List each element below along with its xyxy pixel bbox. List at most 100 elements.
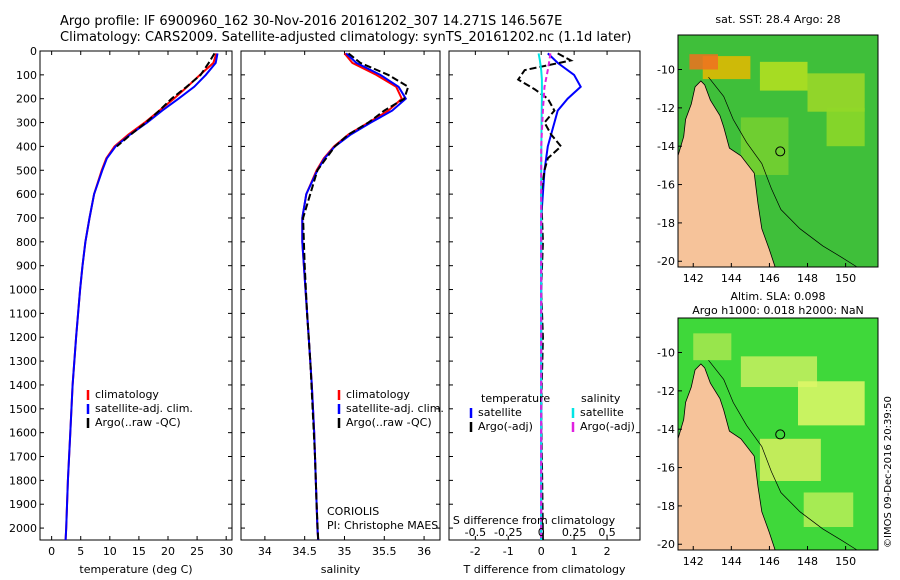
x-tick-label: 5 <box>77 545 84 558</box>
lat-tick-label: -16 <box>657 179 675 192</box>
depth-tick-label: 800 <box>16 236 37 249</box>
x-tick-label: 15 <box>132 545 146 558</box>
legend-label: Argo(-adj) <box>580 420 635 433</box>
legend-label: Argo(..raw -QC) <box>346 416 432 429</box>
series-line-salinity <box>301 52 404 541</box>
lat-tick-label: -14 <box>657 140 675 153</box>
chart-title-line2: Climatology: CARS2009. Satellite-adjuste… <box>60 30 632 45</box>
depth-tick-label: 900 <box>16 260 37 273</box>
ocean-patch <box>759 61 808 91</box>
x-axis-label-salinity-diff: S difference from climatology <box>453 514 616 527</box>
sla-map-title-line1: Altim. SLA: 0.098 <box>730 290 825 303</box>
s-diff-tick-label: 0.5 <box>598 526 616 539</box>
plot-frame-differences <box>448 50 641 541</box>
chart-title-line1: Argo profile: IF 6900960_162 30-Nov-2016… <box>60 14 563 29</box>
x-tick-label: 10 <box>103 545 117 558</box>
depth-tick-label: 1400 <box>9 379 37 392</box>
legend-label: satellite-adj. clim. <box>346 402 444 415</box>
legend-label: climatology <box>95 388 159 401</box>
x-axis-label-salinity: salinity <box>321 563 361 576</box>
s-diff-tick-label: 0.25 <box>562 526 587 539</box>
x-tick-label: 35.5 <box>372 545 397 558</box>
x-tick-label: 2 <box>604 545 611 558</box>
ocean-patch <box>826 107 865 147</box>
series-line-salinity <box>301 52 408 541</box>
lat-tick-label: -12 <box>657 102 675 115</box>
x-tick-label: 0 <box>538 545 545 558</box>
depth-tick-label: 1300 <box>9 355 37 368</box>
x-tick-label: 0 <box>48 545 55 558</box>
lat-tick-label: -16 <box>657 462 675 475</box>
sst-map <box>677 34 879 268</box>
depth-tick-label: 400 <box>16 140 37 153</box>
ocean-patch <box>689 54 718 70</box>
depth-tick-label: 500 <box>16 164 37 177</box>
x-tick-label: 34.5 <box>292 545 317 558</box>
lat-tick-label: -18 <box>657 500 675 513</box>
land-mass <box>677 35 776 268</box>
x-tick-label: -2 <box>470 545 481 558</box>
x-tick-label: 1 <box>571 545 578 558</box>
lon-tick-label: 144 <box>721 272 742 285</box>
depth-tick-label: 200 <box>16 93 37 106</box>
legend-label: Argo(..raw -QC) <box>95 416 181 429</box>
lon-tick-label: 144 <box>721 555 742 568</box>
x-tick-label: 36 <box>417 545 431 558</box>
ocean-patch <box>803 492 854 527</box>
depth-tick-label: 600 <box>16 188 37 201</box>
depth-tick-label: 700 <box>16 212 37 225</box>
lat-tick-label: -20 <box>657 255 675 268</box>
legend-title-temperature: temperature <box>481 392 550 405</box>
depth-tick-label: 1600 <box>9 427 37 440</box>
legend-label: satellite <box>478 406 522 419</box>
depth-tick-label: 1900 <box>9 498 37 511</box>
series-line-temperature <box>64 53 219 541</box>
reef-contour <box>708 76 858 268</box>
lon-tick-label: 150 <box>835 272 856 285</box>
ocean-patch <box>798 381 865 426</box>
lat-tick-label: -12 <box>657 385 675 398</box>
legend-label: satellite <box>580 406 624 419</box>
s-diff-tick-label: 0 <box>538 526 545 539</box>
legend-label: climatology <box>346 388 410 401</box>
x-tick-label: 35 <box>337 545 351 558</box>
sst-map-title: sat. SST: 28.4 Argo: 28 <box>715 13 840 26</box>
lon-tick-label: 150 <box>835 555 856 568</box>
plot-frame-salinity <box>240 50 441 541</box>
depth-tick-label: 1800 <box>9 474 37 487</box>
series-line-differences <box>540 53 552 540</box>
depth-tick-label: 0 <box>30 45 37 58</box>
lon-tick-label: 148 <box>797 555 818 568</box>
x-tick-label: 34 <box>258 545 272 558</box>
legend-label: satellite-adj. clim. <box>95 402 193 415</box>
x-tick-label: 30 <box>219 545 233 558</box>
lat-tick-label: -10 <box>657 64 675 77</box>
lon-tick-label: 142 <box>683 272 704 285</box>
lat-tick-label: -18 <box>657 217 675 230</box>
lat-tick-label: -20 <box>657 538 675 551</box>
lon-tick-label: 148 <box>797 272 818 285</box>
series-line-temperature <box>116 52 216 148</box>
map-frame <box>677 34 879 268</box>
legend-label: Argo(-adj) <box>478 420 533 433</box>
ocean-patch <box>693 333 732 361</box>
depth-tick-label: 2000 <box>9 522 37 535</box>
plot-frame-temperature <box>39 50 233 541</box>
lon-tick-label: 142 <box>683 555 704 568</box>
lon-tick-label: 146 <box>759 272 780 285</box>
depth-tick-label: 1000 <box>9 284 37 297</box>
legend-title-salinity: salinity <box>581 392 621 405</box>
x-axis-label-temperature: temperature (deg C) <box>79 563 192 576</box>
depth-tick-label: 1500 <box>9 403 37 416</box>
lat-tick-label: -14 <box>657 423 675 436</box>
land-mass <box>677 318 776 551</box>
data-centre-annotation: PI: Christophe MAES <box>327 519 438 532</box>
profile-location-marker <box>775 146 786 157</box>
imos-timestamp: ©IMOS 09-Dec-2016 20:39:50 <box>883 396 894 548</box>
map-frame <box>677 317 879 551</box>
depth-tick-label: 300 <box>16 117 37 130</box>
lon-tick-label: 146 <box>759 555 780 568</box>
data-centre-annotation: CORIOLIS <box>327 505 379 518</box>
s-diff-tick-label: -0.25 <box>494 526 522 539</box>
